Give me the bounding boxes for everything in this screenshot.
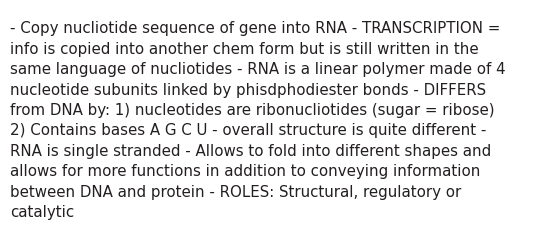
Text: - Copy nucliotide sequence of gene into RNA - TRANSCRIPTION =
info is copied int: - Copy nucliotide sequence of gene into …: [10, 21, 506, 219]
